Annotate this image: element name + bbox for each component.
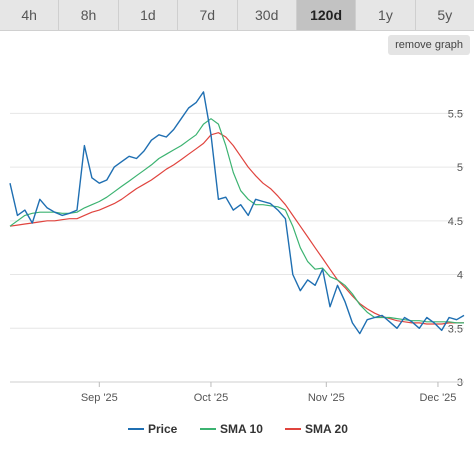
legend: Price SMA 10 SMA 20: [128, 422, 348, 436]
x-tick-label: Dec '25: [419, 392, 456, 404]
tab-8h[interactable]: 8h: [59, 0, 119, 30]
tab-1y[interactable]: 1y: [356, 0, 416, 30]
x-tick-label: Nov '25: [308, 392, 345, 404]
x-tick-label: Oct '25: [194, 392, 229, 404]
y-tick-label: 5: [457, 162, 463, 174]
legend-label: SMA 10: [220, 422, 263, 436]
tab-120d[interactable]: 120d: [296, 0, 357, 30]
time-range-tabs: 4h 8h 1d 7d 30d 120d 1y 5y: [0, 0, 474, 31]
y-tick-label: 4: [457, 270, 463, 282]
series-line-sma-10: [9, 118, 464, 324]
legend-label: SMA 20: [305, 422, 348, 436]
series-lines: [9, 91, 465, 335]
tab-1d[interactable]: 1d: [119, 0, 179, 30]
y-tick-label: 3.5: [448, 323, 463, 335]
y-tick-label: 4.5: [448, 216, 463, 228]
y-tick-label: 5.5: [448, 108, 463, 120]
legend-label: Price: [148, 422, 178, 436]
tab-4h[interactable]: 4h: [0, 0, 60, 30]
y-tick-label: 3: [457, 377, 463, 389]
remove-graph-button[interactable]: remove graph: [388, 35, 470, 55]
x-tick-label: Sep '25: [81, 392, 118, 404]
tab-7d[interactable]: 7d: [178, 0, 238, 30]
series-line-price: [9, 91, 465, 335]
gridlines: [10, 112, 464, 383]
tab-5y[interactable]: 5y: [437, 7, 453, 23]
axis-labels: 3 3.5 4 4.5 5 5.5 Sep '25 Oct '25 Nov '25 Dec '25: [10, 108, 464, 404]
series-line-sma-20: [9, 132, 464, 325]
tab-30d[interactable]: 30d: [238, 0, 297, 30]
